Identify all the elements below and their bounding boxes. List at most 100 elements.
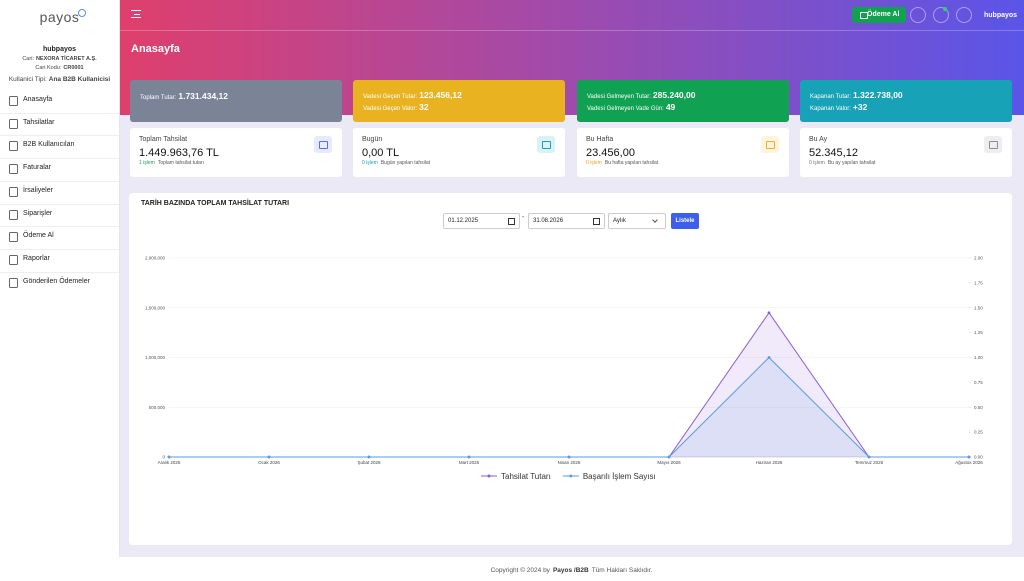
menu-item[interactable] (0, 271, 119, 295)
menu-label: Raporlar (23, 254, 50, 262)
icon-button[interactable] (933, 7, 949, 23)
footer (119, 557, 1024, 581)
icon-button[interactable] (910, 7, 926, 23)
series-point (767, 311, 771, 315)
date-start-text: 01.12.2025 (448, 218, 479, 224)
series-point (467, 455, 471, 459)
sidebar (0, 0, 120, 581)
menu-item[interactable] (0, 180, 119, 204)
stat-note: Bugün yapılan tahsilat (380, 160, 431, 166)
menu-toggle[interactable] (131, 10, 141, 18)
period-select-text: Aylık (613, 218, 626, 224)
menu-icon (9, 209, 18, 220)
menu-item[interactable] (0, 203, 119, 227)
stat-card (577, 128, 789, 177)
stat-note: Toplam tahsilat tutarı (157, 160, 204, 166)
stat-value: 52.345,12 (809, 147, 858, 159)
pay-icon (860, 12, 868, 19)
stat-icon-glyph (319, 141, 328, 149)
x-tick-label: Mayıs 2026 (657, 460, 681, 465)
summary-row: Vadesi Gelmeyen Tutar: 285.240,00 (587, 90, 695, 100)
stat-icon-glyph (989, 141, 998, 149)
x-tick-label: Temmuz 2026 (855, 460, 884, 465)
menu-item[interactable] (0, 112, 119, 136)
chart: 0 500,000 1,000,000 1,500,000 2,000,000 0.00 0… (145, 256, 983, 482)
list-button[interactable] (671, 213, 699, 229)
y2-tick-label: 2.00 (974, 256, 983, 261)
menu-toggle-bar (134, 13, 140, 15)
y2-tick-label: 0.75 (974, 380, 983, 385)
menu-item[interactable] (0, 248, 119, 272)
logo-mark (78, 9, 86, 17)
date-end-text: 31.08.2026 (533, 218, 564, 224)
summary-row: Kapanan Tutar: 1.322.738,00 (810, 90, 903, 100)
stat-value: 23.456,00 (586, 147, 635, 159)
y2-tick-label: 1.25 (974, 330, 983, 335)
stat-sub: 0 işlem Bugün yapılan tahsilat (362, 160, 430, 166)
summary-row: Vadesi Geçen Valor: 32 (363, 102, 429, 112)
summary-row: Kapanan Valor: +32 (810, 102, 867, 112)
company-info: Cari Kodu: CR0001 (0, 65, 119, 71)
page-title: Anasayfa (131, 43, 180, 55)
summary-label: Vadesi Geçen Valor: (363, 106, 418, 112)
series-area (169, 312, 969, 457)
y-tick-label: 0 (162, 455, 165, 460)
stat-note: Bu ay yapılan tahsilat (827, 160, 876, 166)
chart-title: TARİH BAZINDA TOPLAM TAHSİLAT TUTARI (141, 200, 290, 207)
y-tick-label: 500,000 (149, 405, 166, 410)
period-select[interactable] (608, 213, 666, 229)
company-info: Cari: NEXORA TİCARET A.Ş. (0, 56, 119, 62)
menu-icon (9, 277, 18, 288)
stat-title: Bu Hafta (586, 136, 614, 143)
menu-item[interactable] (0, 226, 119, 249)
stat-icon-glyph (766, 141, 775, 149)
stat-title: Bu Ay (809, 136, 828, 143)
stat-sub: 0 işlem Bu ay yapılan tahsilat (809, 160, 875, 166)
brand-logo[interactable]: payos (39, 9, 80, 25)
y2-tick-label: 1.50 (974, 305, 983, 310)
chart-panel (129, 193, 1012, 545)
date-separator: - (522, 214, 525, 221)
menu-label: Gönderilen Ödemeler (23, 277, 90, 285)
summary-value: 285.240,00 (652, 90, 696, 100)
menu-icon (9, 254, 18, 265)
info-value: CR0001 (63, 65, 84, 71)
summary-card (130, 80, 342, 122)
summary-label: Kapanan Tutar: (810, 94, 852, 100)
footer-text: Copyright © 2024 by Payos /B2B Tüm Hakları… (119, 567, 1024, 574)
info-value: NEXORA TİCARET A.Ş. (35, 56, 97, 62)
series-point (967, 455, 971, 459)
menu-label: Ödeme Al (23, 232, 54, 240)
footer-part: Payos /B2B (552, 567, 589, 574)
summary-card (577, 80, 789, 122)
stat-count: 0 işlem (809, 160, 825, 166)
stat-count: 0 işlem (362, 160, 378, 166)
x-tick-label: Haziran 2026 (756, 460, 783, 465)
info-value: Ana B2B Kullanicisi (48, 76, 111, 83)
info-label: Cari: (22, 56, 34, 62)
y2-tick-label: 0.50 (974, 405, 983, 410)
summary-row: Vadesi Gelmeyen Vade Gün: 49 (587, 102, 675, 112)
menu-icon (9, 141, 18, 152)
stat-title: Bugün (362, 136, 383, 143)
summary-value: 1.731.434,12 (178, 91, 228, 101)
notification-dot (943, 7, 947, 11)
series-point (367, 455, 371, 459)
stat-card (800, 128, 1012, 177)
icon-button[interactable] (956, 7, 972, 23)
header-divider (119, 30, 1024, 31)
date-end[interactable] (528, 213, 605, 229)
date-start[interactable] (443, 213, 520, 229)
summary-value: 1.322.738,00 (853, 90, 903, 100)
summary-value: 32 (419, 102, 429, 112)
menu-item[interactable] (0, 135, 119, 158)
x-tick-label: Ağustos 2026 (955, 460, 983, 465)
stat-card (130, 128, 342, 177)
pay-button[interactable] (852, 7, 906, 23)
stat-card (353, 128, 565, 177)
stat-count: 0 işlem (586, 160, 602, 166)
info-label: Cari Kodu: (35, 65, 62, 71)
series-point (667, 455, 671, 459)
menu-item[interactable] (0, 158, 119, 181)
